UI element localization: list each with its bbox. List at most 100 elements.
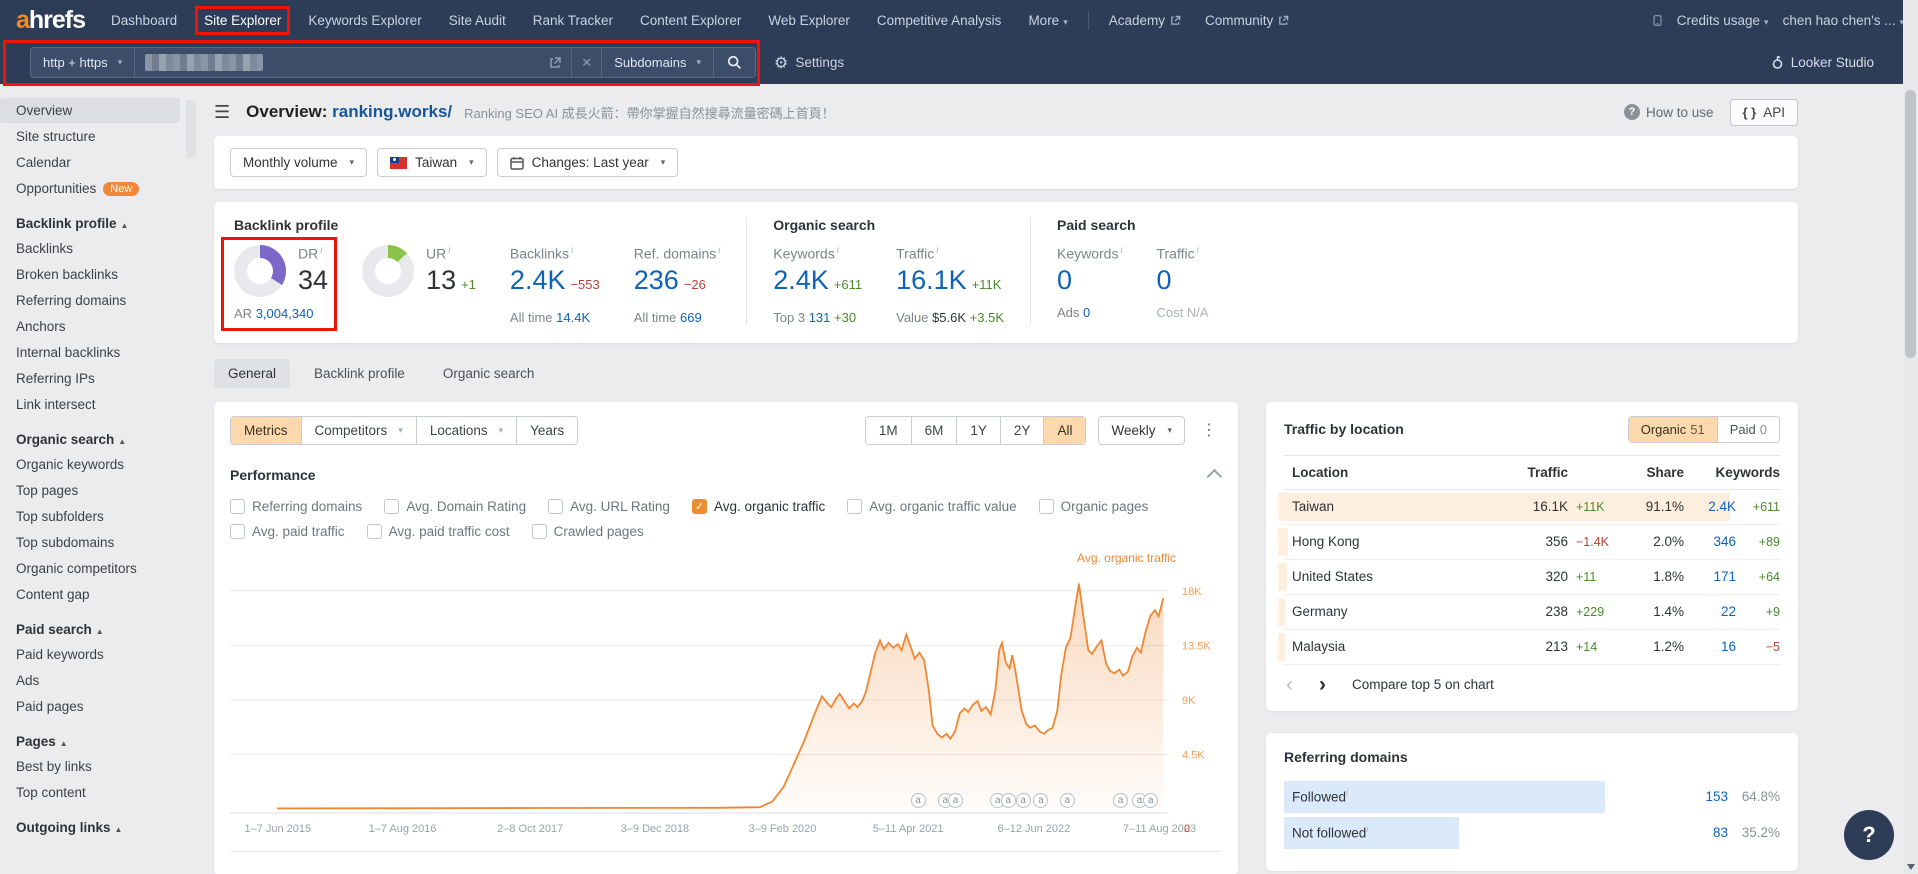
compare-top5-link[interactable]: Compare top 5 on chart <box>1352 677 1494 693</box>
target-domain-link[interactable]: ranking.works/ <box>332 102 453 121</box>
sidebar-item-link-intersect[interactable]: Link intersect <box>0 392 180 417</box>
api-button[interactable]: { } API <box>1729 98 1798 126</box>
info-icon[interactable]: i <box>936 245 939 255</box>
nav-item-keywords-explorer[interactable]: Keywords Explorer <box>308 13 422 28</box>
sidebar-item-calendar[interactable]: Calendar <box>0 150 180 175</box>
google-update-marker[interactable]: a <box>1033 792 1049 808</box>
more-options-icon[interactable]: ⋮ <box>1201 422 1218 440</box>
metric-checkbox-organic-pages[interactable]: Organic pages <box>1038 498 1148 514</box>
locations-button[interactable]: Locations ▾ <box>415 416 517 444</box>
nav-external-community[interactable]: Community <box>1205 13 1289 28</box>
sidebar-item-paid-keywords[interactable]: Paid keywords <box>0 642 180 667</box>
refdomains-value[interactable]: 83 <box>1712 825 1728 841</box>
nav-item-web-explorer[interactable]: Web Explorer <box>768 13 850 28</box>
nav-more-menu[interactable]: More ▾ <box>1028 13 1068 28</box>
search-button[interactable] <box>714 48 755 77</box>
protocol-dropdown[interactable]: http + https ▾ <box>43 55 123 70</box>
sidebar-item-overview[interactable]: Overview <box>0 98 180 123</box>
backlinks-value[interactable]: 2.4K −553 <box>509 264 600 295</box>
refdomains-row-followed[interactable]: Followedi 153 64.8% <box>1284 779 1780 815</box>
location-keywords[interactable]: 16 <box>1720 639 1736 655</box>
sidebar-item-internal-backlinks[interactable]: Internal backlinks <box>0 340 180 365</box>
metric-checkbox-referring-domains[interactable]: Referring domains <box>230 498 362 514</box>
paid-keywords-value[interactable]: 0 <box>1057 264 1073 295</box>
info-icon[interactable]: i <box>1366 824 1369 835</box>
sidebar-item-organic-competitors[interactable]: Organic competitors <box>0 556 180 581</box>
range-1m-button[interactable]: 1M <box>865 416 911 444</box>
help-button[interactable]: ? <box>1844 810 1894 860</box>
ads-link[interactable]: 0 <box>1083 304 1091 320</box>
google-update-marker[interactable]: a <box>1000 792 1016 808</box>
scrollbar-thumb[interactable] <box>1905 90 1916 358</box>
sidebar-item-organic-keywords[interactable]: Organic keywords <box>0 452 180 477</box>
info-icon[interactable]: i <box>320 245 323 255</box>
sidebar-item-top-subfolders[interactable]: Top subfolders <box>0 504 180 529</box>
metric-checkbox-avg-paid-traffic-cost[interactable]: Avg. paid traffic cost <box>366 523 510 539</box>
credits-usage-menu[interactable]: Credits usage ▾ <box>1676 13 1769 28</box>
location-keywords[interactable]: 2.4K <box>1708 499 1736 515</box>
location-keywords[interactable]: 22 <box>1720 604 1736 620</box>
nav-item-site-audit[interactable]: Site Audit <box>448 13 506 28</box>
google-update-marker[interactable]: a <box>1113 792 1129 808</box>
organic-traffic-chart[interactable]: Avg. organic traffic 4.5K 9K 13.5K 18K 1–7 … <box>230 551 1222 865</box>
info-icon[interactable]: i <box>1196 245 1199 255</box>
metric-checkbox-avg-domain-rating[interactable]: Avg. Domain Rating <box>384 498 526 514</box>
nav-item-competitive-analysis[interactable]: Competitive Analysis <box>876 13 1002 28</box>
info-icon[interactable]: i <box>571 245 574 255</box>
nav-item-rank-tracker[interactable]: Rank Tracker <box>532 13 614 28</box>
tab-organic-search[interactable]: Organic search <box>442 365 535 381</box>
info-icon[interactable]: i <box>836 245 839 255</box>
years-button[interactable]: Years <box>516 416 578 444</box>
date-range-dropdown[interactable]: Changes: Last year ▾ <box>496 148 679 177</box>
toggle-paid[interactable]: Paid 0 <box>1716 416 1779 442</box>
clear-input-icon[interactable]: ✕ <box>581 54 593 70</box>
metric-checkbox-avg-organic-traffic[interactable]: ✓ Avg. organic traffic <box>691 498 825 514</box>
top3-link[interactable]: 131 <box>808 309 831 325</box>
google-update-marker[interactable]: a <box>1143 792 1159 808</box>
sidebar-item-opportunities[interactable]: Opportunities New <box>0 176 180 201</box>
sidebar-item-ads[interactable]: Ads <box>0 668 180 693</box>
google-update-marker[interactable]: a <box>1059 792 1075 808</box>
sidebar-item-top-content[interactable]: Top content <box>0 780 180 805</box>
account-menu[interactable]: chen hao chen's ... ▾ <box>1782 13 1904 28</box>
info-icon[interactable]: i <box>718 245 721 255</box>
metric-checkbox-avg-url-rating[interactable]: Avg. URL Rating <box>548 498 670 514</box>
tab-general[interactable]: General <box>214 358 291 388</box>
country-dropdown[interactable]: Taiwan ▾ <box>377 148 487 177</box>
metric-checkbox-crawled-pages[interactable]: Crawled pages <box>531 523 644 539</box>
info-icon[interactable]: i <box>1346 788 1349 799</box>
nav-item-content-explorer[interactable]: Content Explorer <box>640 13 742 28</box>
ahrefs-rank-link[interactable]: 3,004,340 <box>255 306 314 321</box>
google-update-marker[interactable]: a <box>1015 792 1031 808</box>
location-row-germany[interactable]: Germany 238 +229 1.4% 22 +9 <box>1278 595 1780 630</box>
mode-dropdown[interactable]: Subdomains ▾ <box>614 55 701 70</box>
sidebar-item-backlinks[interactable]: Backlinks <box>0 236 180 261</box>
ref-domains-alltime-link[interactable]: 669 <box>680 309 702 325</box>
nav-external-academy[interactable]: Academy <box>1109 13 1181 28</box>
ahrefs-logo[interactable]: ahrefs <box>16 6 86 35</box>
sidebar-item-referring-domains[interactable]: Referring domains <box>0 288 180 313</box>
prev-page-icon[interactable]: ‹ <box>1286 672 1293 696</box>
tab-backlink-profile[interactable]: Backlink profile <box>314 365 405 381</box>
paid-traffic-value[interactable]: 0 <box>1156 264 1172 295</box>
sidebar-item-anchors[interactable]: Anchors <box>0 314 180 339</box>
sidebar-section-pages[interactable]: Pages ▲ <box>16 734 68 749</box>
location-keywords[interactable]: 171 <box>1713 569 1736 585</box>
range-2y-button[interactable]: 2Y <box>999 416 1044 444</box>
sidebar-item-top-subdomains[interactable]: Top subdomains <box>0 530 180 555</box>
location-row-hong-kong[interactable]: Hong Kong 356 −1.4K 2.0% 346 +89 <box>1278 525 1780 560</box>
refdomains-value[interactable]: 153 <box>1705 789 1728 805</box>
refdomains-row-not-followed[interactable]: Not followedi 83 35.2% <box>1284 815 1780 851</box>
competitors-button[interactable]: Competitors ▾ <box>300 416 416 444</box>
granularity-dropdown[interactable]: Weekly ▾ <box>1098 415 1185 445</box>
page-scrollbar[interactable] <box>1903 0 1918 874</box>
sidebar-collapse-handle[interactable] <box>186 100 196 158</box>
sidebar-item-content-gap[interactable]: Content gap <box>0 582 180 607</box>
sidebar-item-referring-ips[interactable]: Referring IPs <box>0 366 180 391</box>
metric-checkbox-avg-paid-traffic[interactable]: Avg. paid traffic <box>230 523 345 539</box>
toggle-organic[interactable]: Organic 51 <box>1628 416 1717 442</box>
how-to-use-button[interactable]: ? How to use <box>1623 104 1714 120</box>
location-row-united-states[interactable]: United States 320 +11 1.8% 171 +64 <box>1278 560 1780 595</box>
looker-studio-link[interactable]: Looker Studio <box>1771 55 1874 70</box>
sidebar-item-paid-pages[interactable]: Paid pages <box>0 694 180 719</box>
